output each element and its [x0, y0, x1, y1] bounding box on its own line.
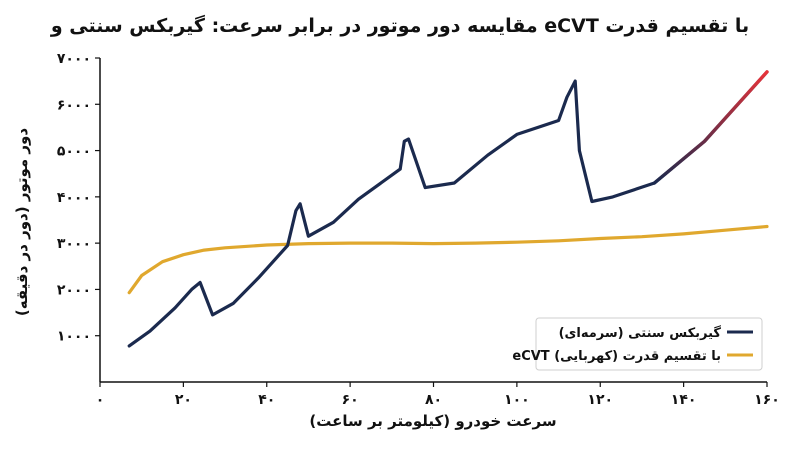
y-tick-label: ۶۰۰۰: [57, 97, 91, 113]
legend-label-traditional: گیربکس سنتی (سرمه‌ای): [559, 325, 722, 341]
x-tick-label: ۴۰: [258, 392, 275, 408]
y-tick-label: ۳۰۰۰: [57, 236, 91, 252]
legend-label-ecvt: eCVT با تقسیم قدرت (کهربایی): [512, 349, 721, 364]
x-tick-label: ۶۰: [342, 392, 359, 408]
y-axis-label: دور موتور (دور در دقیقه): [13, 128, 31, 316]
series-layer: [127, 70, 769, 348]
x-tick-label: ۰: [96, 392, 105, 408]
series-line-ecvt: [127, 224, 769, 295]
y-tick-label: ۵۰۰۰: [57, 144, 91, 160]
x-tick-label: ۱۰۰: [504, 392, 530, 408]
legend: گیربکس سنتی (سرمه‌ای) eCVT با تقسیم قدرت…: [512, 317, 763, 371]
series-line-traditional: [127, 70, 769, 348]
chart-title: مقایسه دور موتور در برابر سرعت: گیربکس س…: [50, 14, 749, 37]
x-tick-label: ۱۲۰: [587, 392, 613, 408]
legend-box: [535, 317, 763, 371]
x-tick-label: ۱۴۰: [671, 392, 697, 408]
x-tick-label: ۱۶۰: [754, 392, 780, 408]
y-tick-label: ۷۰۰۰: [57, 51, 91, 67]
y-tick-label: ۴۰۰۰: [57, 190, 91, 206]
x-tick-label: ۸۰: [425, 392, 442, 408]
x-axis-label: سرعت خودرو (کیلومتر بر ساعت): [309, 412, 556, 430]
y-tick-label: ۱۰۰۰: [57, 329, 91, 345]
x-tick-label: ۲۰: [175, 392, 192, 408]
axes: ۰ ۲۰ ۴۰ ۶۰ ۸۰ ۱۰۰ ۱۲۰ ۱۴۰ ۱۶۰ ۱۰۰۰ ۲۰۰۰ ۳۰۰۰ ۴۰۰۰ ۵۰۰…: [57, 51, 780, 408]
series-peak-highlight: [652, 70, 769, 185]
y-tick-label: ۲۰۰۰: [57, 282, 91, 298]
